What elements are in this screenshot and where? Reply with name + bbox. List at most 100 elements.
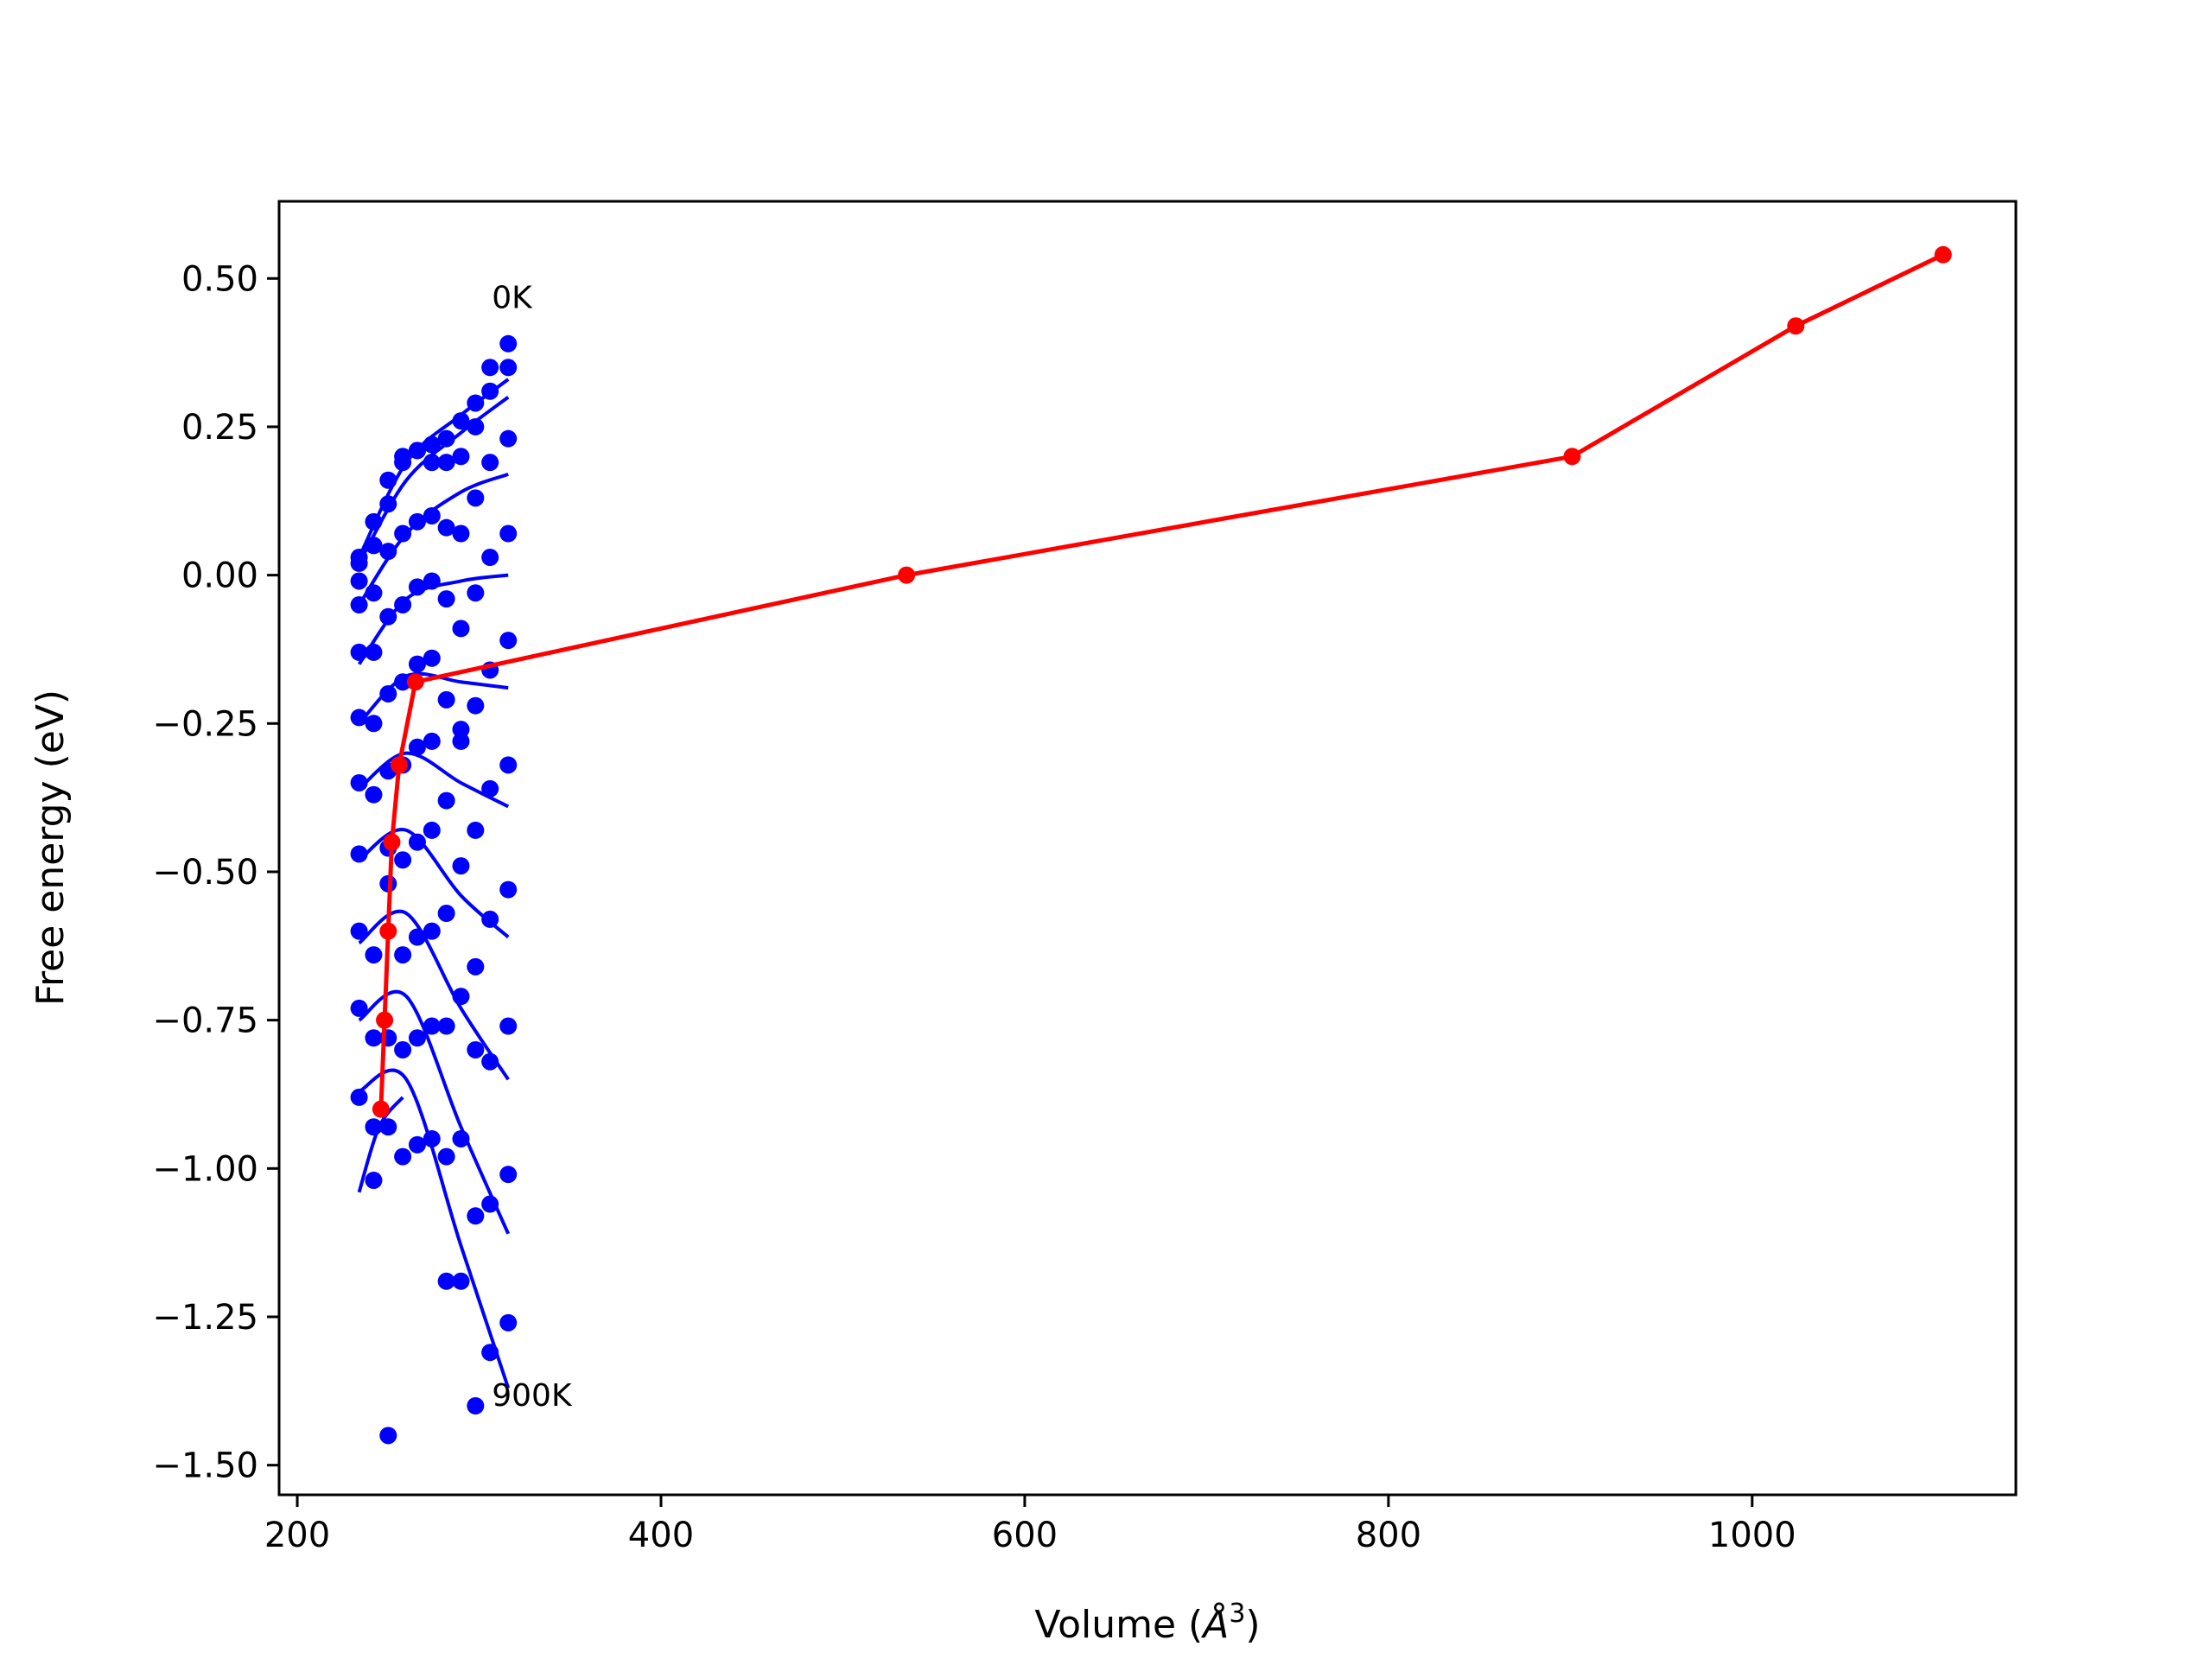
- data-point: [423, 1017, 441, 1035]
- data-point: [408, 578, 426, 596]
- data-point: [423, 572, 441, 590]
- data-point: [423, 1129, 441, 1147]
- x-axis: 200 400 600 800 1000: [264, 1495, 1796, 1555]
- data-point: [467, 1040, 485, 1058]
- data-point: [408, 512, 426, 531]
- data-point: [423, 454, 441, 472]
- y-tick-label: −0.50: [152, 853, 258, 893]
- data-point: [467, 1396, 485, 1414]
- fit-curve: [358, 909, 510, 1081]
- data-point: [365, 946, 383, 964]
- data-point: [467, 696, 485, 715]
- data-point: [437, 791, 455, 810]
- data-point: [379, 1427, 397, 1445]
- data-point: [423, 506, 441, 524]
- data-point: [499, 359, 518, 377]
- data-point: [437, 590, 455, 608]
- minimum-point: [379, 922, 397, 940]
- data-point: [365, 1029, 383, 1047]
- data-point: [481, 1344, 499, 1362]
- data-point: [379, 1118, 397, 1136]
- data-point: [423, 435, 441, 454]
- data-point: [452, 448, 470, 466]
- data-point: [350, 643, 368, 661]
- data-point: [408, 442, 426, 460]
- data-point: [499, 524, 518, 543]
- data-point: [437, 518, 455, 537]
- y-tick-label: −0.25: [152, 704, 258, 744]
- data-point: [423, 821, 441, 839]
- data-point: [437, 690, 455, 709]
- y-axis: 0.50 0.25 0.00 −0.25 −0.50 −0.75 −1.00 −1.25 −1.…: [152, 259, 279, 1486]
- data-point: [350, 773, 368, 791]
- data-point: [423, 922, 441, 940]
- minimum-point: [376, 1011, 394, 1029]
- annotations: 0K 900K: [492, 281, 573, 1414]
- data-point: [394, 851, 412, 869]
- data-point: [481, 1195, 499, 1213]
- data-point: [481, 1052, 499, 1071]
- data-point: [350, 554, 368, 572]
- data-point: [365, 1172, 383, 1190]
- minimum-point: [1787, 317, 1805, 335]
- data-point: [350, 572, 368, 590]
- data-point: [499, 1313, 518, 1332]
- data-point: [499, 334, 518, 353]
- data-point: [394, 673, 412, 691]
- minimum-point: [898, 566, 916, 584]
- y-tick-label: −1.00: [152, 1149, 258, 1189]
- data-point: [481, 454, 499, 472]
- data-point: [452, 857, 470, 875]
- data-point: [394, 1147, 412, 1166]
- data-point: [408, 833, 426, 851]
- temperature-annotation: 900K: [492, 1378, 573, 1414]
- data-point: [350, 1088, 368, 1106]
- data-point: [452, 524, 470, 543]
- data-point: [437, 454, 455, 472]
- data-point: [379, 495, 397, 513]
- data-point: [452, 620, 470, 638]
- x-tick-label: 200: [264, 1516, 330, 1555]
- data-point: [481, 779, 499, 798]
- data-point: [467, 489, 485, 507]
- y-tick-label: 0.50: [181, 259, 258, 299]
- data-point: [350, 999, 368, 1017]
- data-point: [394, 946, 412, 964]
- minimum-point: [406, 673, 424, 691]
- data-point: [452, 721, 470, 739]
- data-point: [467, 584, 485, 602]
- data-point: [467, 821, 485, 839]
- x-tick-label: 600: [992, 1516, 1058, 1555]
- data-point: [365, 537, 383, 555]
- y-tick-label: −1.25: [152, 1298, 258, 1338]
- data-point: [394, 1040, 412, 1058]
- data-point: [408, 1135, 426, 1154]
- y-tick-label: −1.50: [152, 1446, 258, 1486]
- data-point: [452, 988, 470, 1006]
- data-point: [394, 595, 412, 613]
- data-point: [350, 709, 368, 727]
- data-point: [452, 412, 470, 430]
- data-point: [499, 1166, 518, 1184]
- temperature-annotation: 0K: [492, 281, 533, 316]
- data-point: [452, 732, 470, 750]
- y-axis-title: Free energy (eV): [29, 690, 73, 1006]
- data-point: [379, 543, 397, 561]
- data-point: [437, 1147, 455, 1166]
- data-point: [437, 905, 455, 923]
- data-point: [408, 1029, 426, 1047]
- fit-curve: [358, 1068, 511, 1389]
- data-point: [350, 595, 368, 613]
- data-point: [350, 845, 368, 863]
- data-point: [499, 429, 518, 448]
- data-point: [423, 732, 441, 750]
- data-point: [499, 880, 518, 899]
- minimum-point: [372, 1100, 390, 1118]
- data-point: [379, 607, 397, 626]
- data-point: [467, 1207, 485, 1225]
- data-point: [365, 785, 383, 804]
- data-point: [481, 382, 499, 400]
- y-tick-label: 0.25: [181, 408, 258, 448]
- data-point: [365, 715, 383, 733]
